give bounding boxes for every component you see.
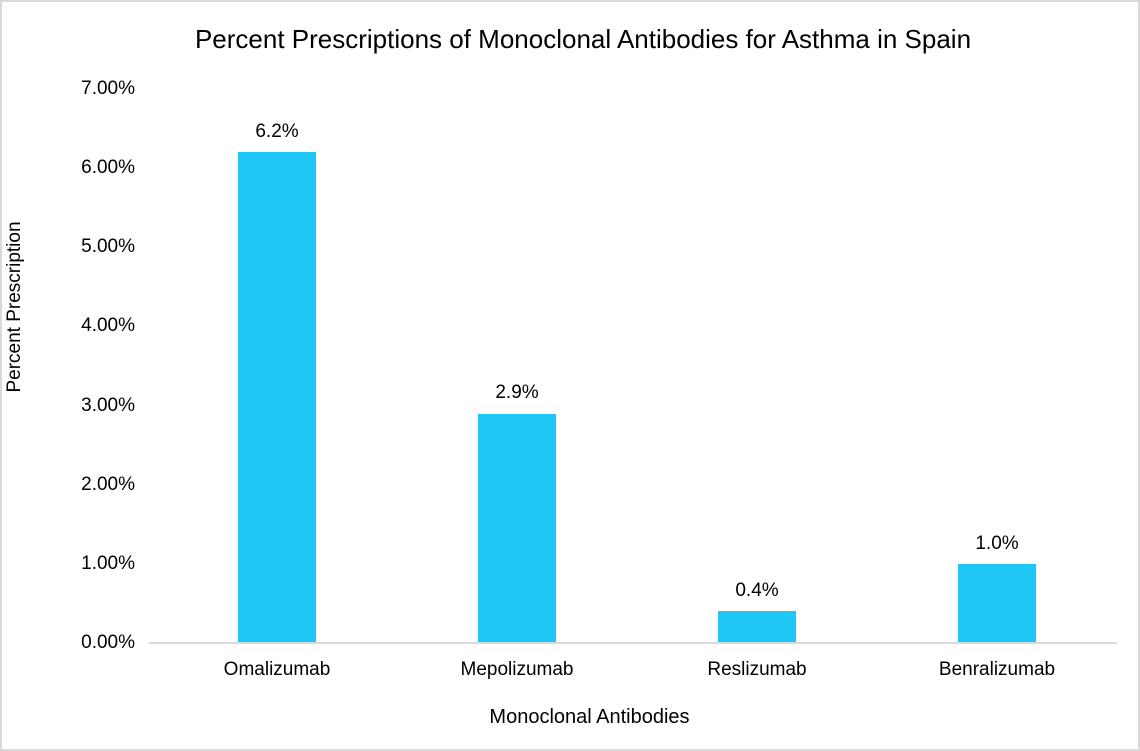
y-tick-label: 4.00% xyxy=(81,315,135,337)
bar-data-label: 0.4% xyxy=(735,580,779,602)
x-category-label: Mepolizumab xyxy=(460,659,574,680)
y-tick-label: 2.00% xyxy=(81,473,135,495)
y-tick-label: 3.00% xyxy=(81,394,135,416)
y-axis-title: Percent Prescription xyxy=(4,221,25,393)
bar xyxy=(718,611,796,643)
y-tick-label: 7.00% xyxy=(81,78,135,99)
bar xyxy=(238,152,316,643)
bar-data-label: 2.9% xyxy=(495,382,539,404)
plot-area xyxy=(157,89,1117,643)
x-category-label: Benralizumab xyxy=(938,659,1056,680)
y-tick-label: 5.00% xyxy=(81,236,135,258)
chart-title: Percent Prescriptions of Monoclonal Anti… xyxy=(194,24,972,54)
bar-data-label: 1.0% xyxy=(975,532,1019,554)
x-axis-line xyxy=(149,642,1117,644)
x-category-label: Reslizumab xyxy=(707,659,807,680)
x-category-label: Omalizumab xyxy=(223,659,331,680)
x-axis-title: Monoclonal Antibodies xyxy=(489,706,690,728)
bar xyxy=(958,563,1036,643)
y-tick-label: 0.00% xyxy=(81,632,135,653)
y-tick-label: 1.00% xyxy=(81,552,135,574)
y-tick-label: 6.00% xyxy=(81,157,135,179)
bar xyxy=(478,413,556,643)
bar-data-label: 6.2% xyxy=(255,121,299,143)
